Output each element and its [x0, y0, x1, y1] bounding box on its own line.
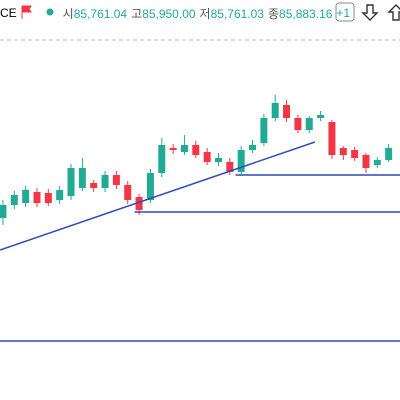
- status-dot: [46, 8, 54, 16]
- candle-body: [214, 158, 222, 162]
- candle-body: [328, 122, 336, 155]
- trend-line: [0, 141, 316, 251]
- candle-body: [283, 105, 291, 118]
- candle-body: [192, 145, 200, 155]
- header: CE 시85,761.04 고85,950.00 저85,761.03 종85,883…: [0, 0, 400, 26]
- flag-icon: [21, 5, 32, 19]
- candle-body: [22, 190, 30, 203]
- candle-body: [10, 195, 18, 205]
- candle-body: [169, 148, 177, 150]
- candle-body: [0, 205, 7, 218]
- candle-body: [56, 190, 64, 200]
- field-value: 85,950.00: [142, 6, 196, 21]
- symbol: CE: [0, 6, 17, 20]
- candle-body: [294, 118, 302, 130]
- candle-body: [317, 115, 325, 118]
- candle-body: [33, 192, 41, 203]
- candle-body: [351, 150, 359, 158]
- candle-body: [249, 145, 257, 150]
- field-value: 85,761.04: [73, 6, 128, 21]
- candle-body: [78, 168, 86, 188]
- candle-body: [203, 152, 211, 162]
- candle-body: [112, 175, 120, 185]
- candle-body: [237, 150, 245, 172]
- candle-body: [226, 162, 234, 172]
- down-icon[interactable]: [361, 4, 379, 21]
- field-value: 85,883.16: [279, 6, 333, 21]
- candle-body: [146, 173, 154, 200]
- field-label: 시: [62, 6, 74, 21]
- field-label: 종: [267, 6, 280, 21]
- candle-body: [158, 145, 166, 173]
- candle-body: [180, 145, 188, 152]
- candle-body: [271, 103, 279, 118]
- candle-body: [101, 175, 109, 188]
- box-icon[interactable]: [335, 2, 355, 22]
- candle-body: [362, 155, 370, 168]
- candle-body: [385, 148, 393, 160]
- candle-body: [373, 160, 381, 165]
- candle-body: [67, 168, 75, 196]
- candle-body: [124, 185, 132, 200]
- candle-body: [90, 183, 98, 188]
- candle-body: [135, 197, 143, 210]
- field-label: 고: [131, 6, 143, 21]
- fields: 시85,761.04 고85,950.00 저85,761.03 종85,883.16: [59, 5, 333, 22]
- change: +1: [336, 6, 351, 20]
- field-label: 저: [199, 6, 211, 21]
- candle-body: [305, 118, 313, 130]
- candle-body: [260, 118, 268, 143]
- candle-body: [339, 148, 347, 155]
- field-value: 85,761.03: [210, 6, 264, 21]
- candle-body: [44, 193, 52, 203]
